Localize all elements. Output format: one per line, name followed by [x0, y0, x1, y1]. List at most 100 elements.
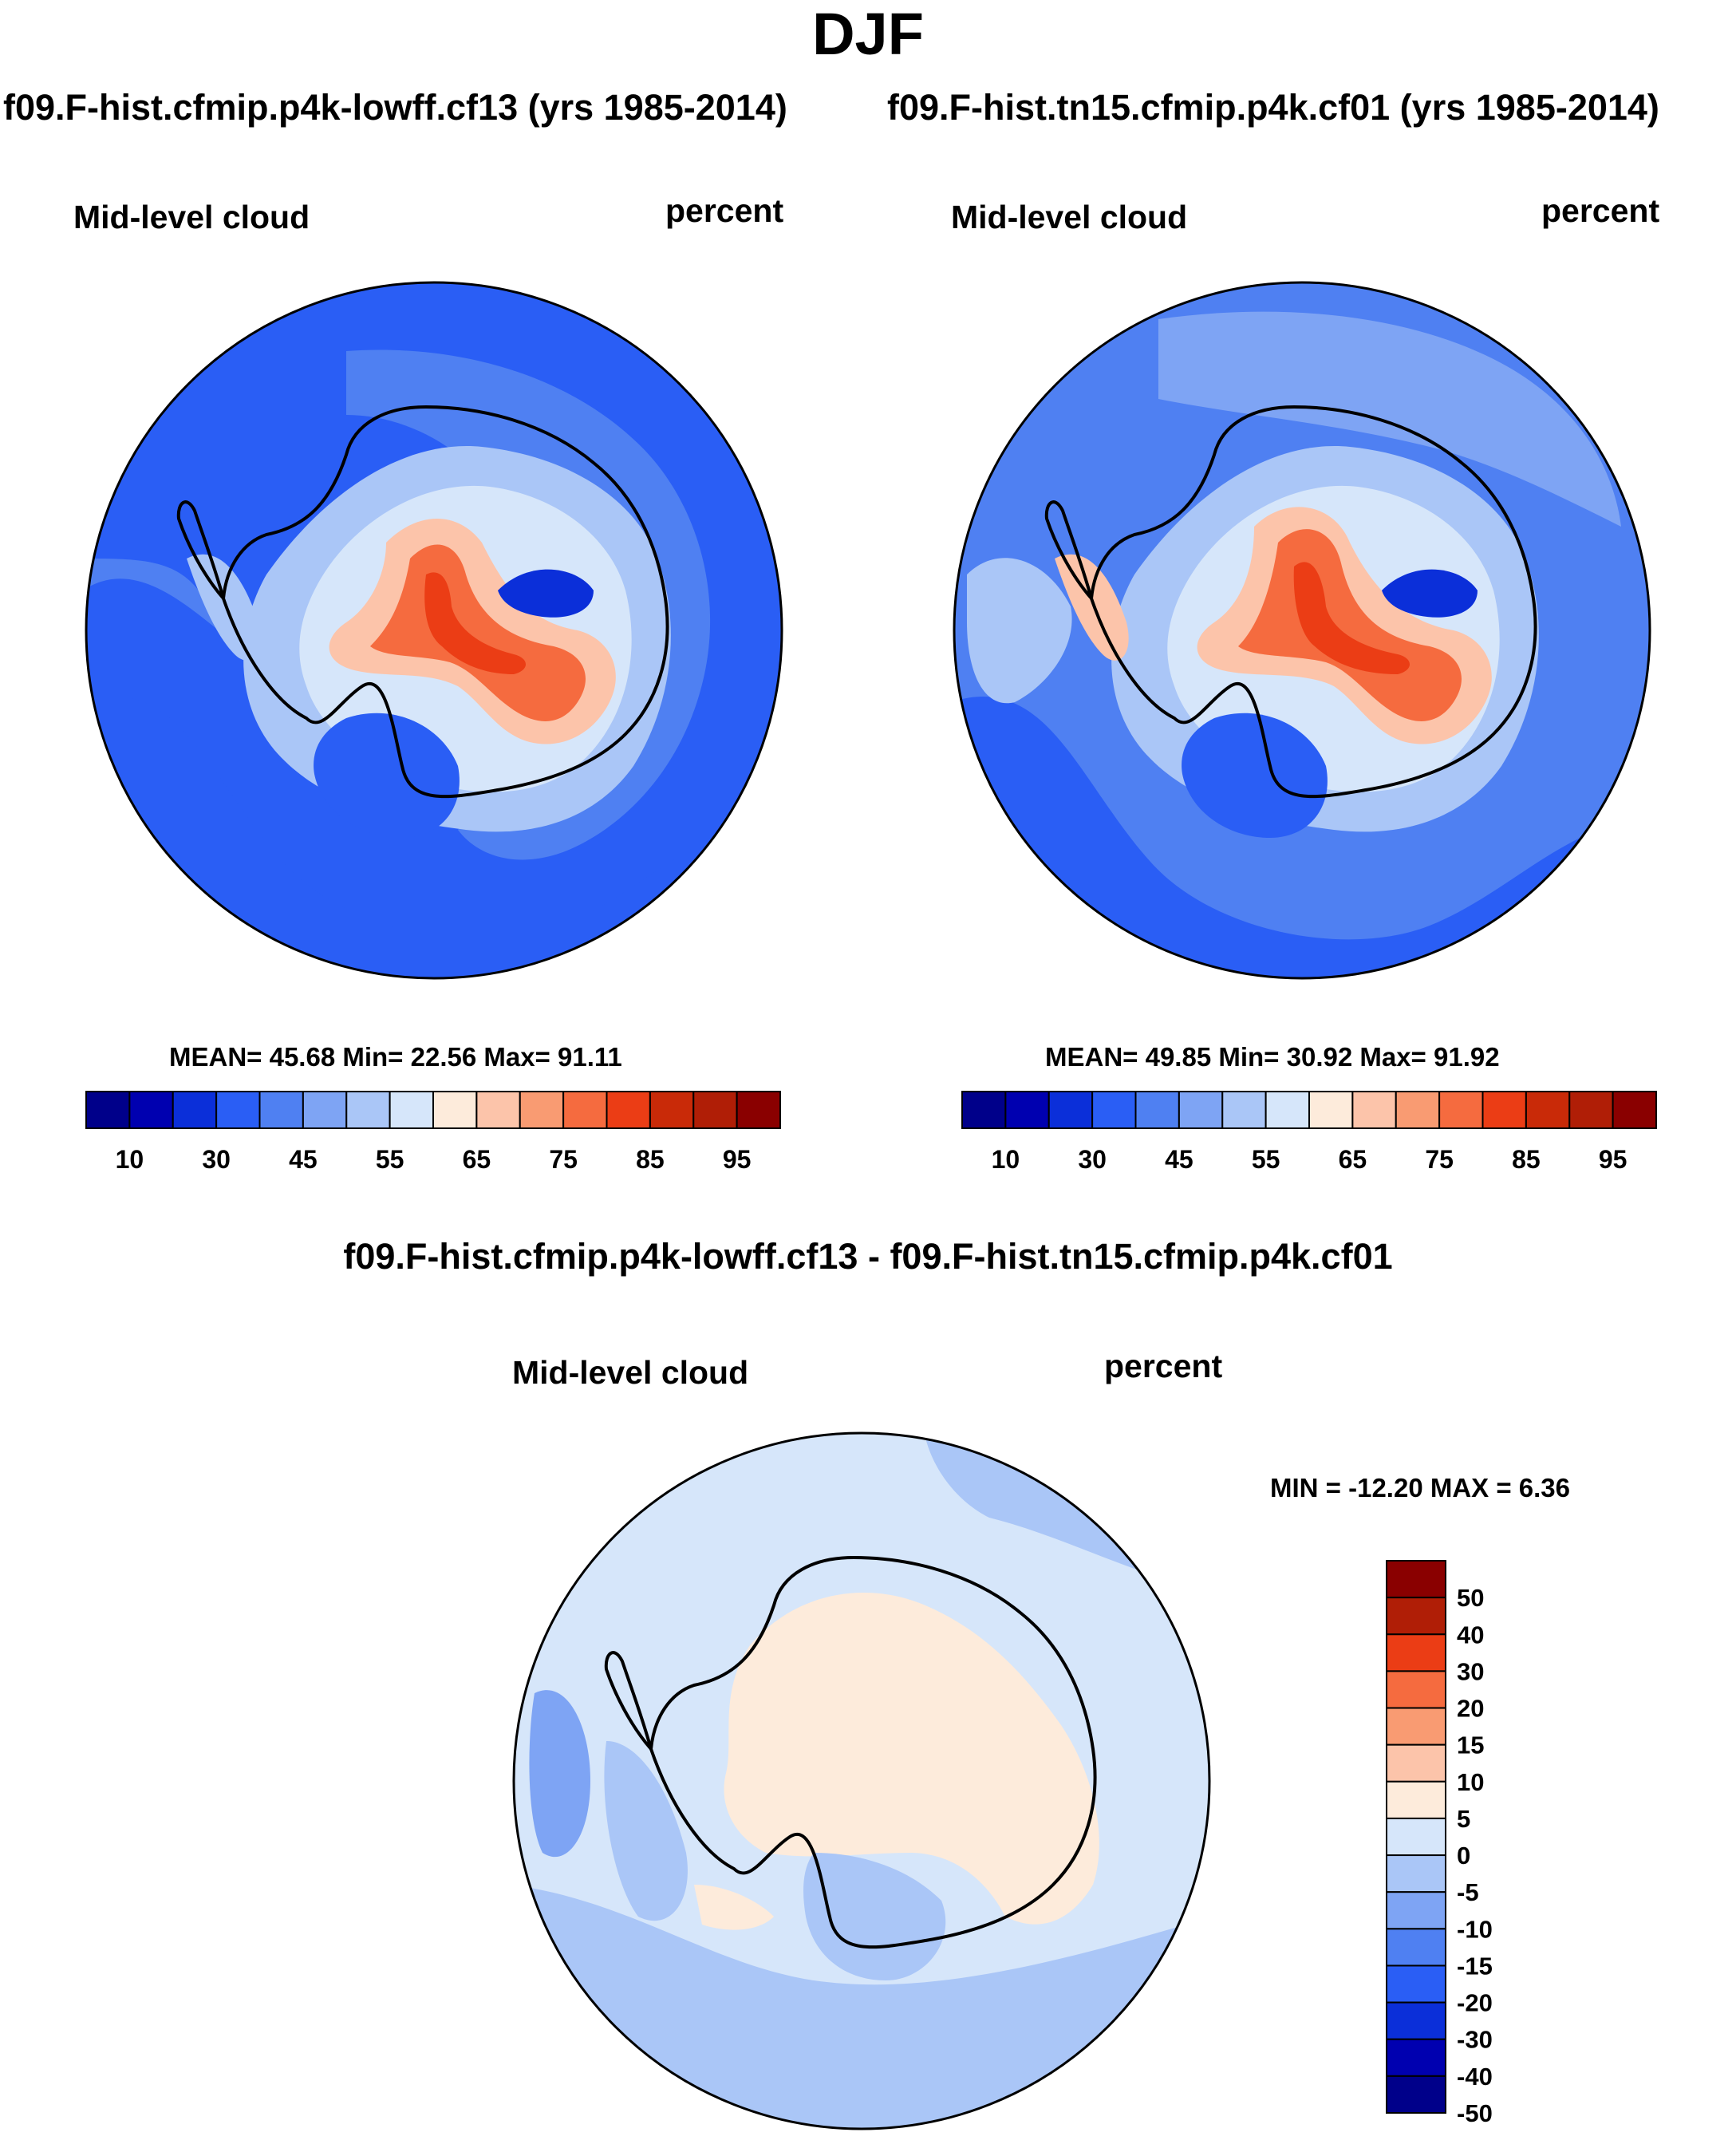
peninsula-field [187, 554, 261, 661]
colorbar-swatch [1386, 2075, 1446, 2114]
colorbar-swatch [1386, 1560, 1446, 1599]
colorbar-tick-label: 85 [1512, 1145, 1541, 1174]
colorbar-swatch [606, 1091, 651, 1129]
colorbar-swatch [172, 1091, 218, 1129]
panel2-polar-map [953, 281, 1651, 980]
panel1-polar-map [85, 281, 783, 980]
colorbar-tick-label: -15 [1457, 1952, 1493, 1980]
diff-stats: MIN = -12.20 MAX = 6.36 [1270, 1473, 1571, 1502]
colorbar-swatch [1395, 1091, 1441, 1129]
colorbar-swatch [1386, 1817, 1446, 1857]
colorbar-swatch [1386, 1670, 1446, 1709]
colorbar-swatch [345, 1091, 391, 1129]
ocean-patch [925, 1438, 1173, 1581]
colorbar-swatch [692, 1091, 738, 1129]
colorbar-swatch [1221, 1091, 1267, 1129]
colorbar-swatch [1265, 1091, 1310, 1129]
colorbar-swatch [1386, 1928, 1446, 1967]
colorbar-swatch [1386, 1854, 1446, 1893]
colorbar-swatch [302, 1091, 348, 1129]
diff-variable-label: Mid-level cloud [512, 1354, 749, 1391]
colorbar-tick-label: 30 [1457, 1657, 1484, 1685]
colorbar-tick-label: 10 [116, 1145, 144, 1174]
plateau-positive-field [724, 1593, 1099, 1925]
colorbar-tick-label: 65 [463, 1145, 491, 1174]
colorbar-swatch [1386, 1597, 1446, 1636]
colorbar-swatch [1386, 1743, 1446, 1783]
colorbar-tick-label: 10 [1457, 1768, 1484, 1796]
colorbar-swatch [1091, 1091, 1137, 1129]
colorbar-swatch [1386, 1891, 1446, 1930]
colorbar-tick-label: 50 [1457, 1584, 1484, 1612]
colorbar-tick-label: 55 [376, 1145, 404, 1174]
map-boundary [85, 281, 783, 980]
panel2-colorbar: 10 30 45 55 65 75 85 95 [961, 1091, 1657, 1174]
coastal-positive-patch [694, 1885, 774, 1930]
panel2-run-title: f09.F-hist.tn15.cfmip.p4k.cf01 (yrs 1985… [887, 87, 1659, 128]
colorbar-swatch [519, 1091, 565, 1129]
map-boundary [953, 281, 1651, 980]
plateau-core [370, 544, 586, 721]
colorbar-tick-label: 0 [1457, 1842, 1470, 1870]
colorbar-swatch [1004, 1091, 1050, 1129]
peninsula-field [1055, 554, 1129, 661]
colorbar-swatch [258, 1091, 304, 1129]
colorbar-swatch [475, 1091, 521, 1129]
colorbar-swatch [85, 1091, 131, 1129]
colorbar-tick-label: -40 [1457, 2063, 1493, 2091]
colorbar-swatch [1386, 2001, 1446, 2040]
panel2-units-label: percent [1541, 192, 1660, 229]
colorbar-tick-label: -10 [1457, 1915, 1493, 1943]
peninsula-coastline [604, 1651, 653, 1751]
ocean-patch [967, 558, 1072, 704]
colorbar-swatch [1351, 1091, 1397, 1129]
plateau-max [1293, 562, 1410, 674]
peninsula-coastline [176, 500, 225, 600]
colorbar-swatch [736, 1091, 781, 1129]
colorbar-swatch [1386, 1780, 1446, 1819]
outer-ring-field [954, 697, 1650, 978]
colorbar-swatch [1525, 1091, 1571, 1129]
peninsula-coastline [1044, 500, 1093, 600]
colorbar-tick-label: 45 [1165, 1145, 1194, 1174]
diff-panel-title: f09.F-hist.cfmip.p4k-lowff.cf13 - f09.F-… [343, 1236, 1393, 1277]
colorbar-tick-label: -50 [1457, 2099, 1493, 2127]
ross-low-field [1182, 713, 1328, 838]
ross-negative-field [803, 1853, 946, 1980]
colorbar-swatch [1482, 1091, 1527, 1129]
colorbar-tick-label: 75 [1425, 1145, 1454, 1174]
colorbar-tick-label: 40 [1457, 1621, 1484, 1649]
ocean-patch [529, 1690, 590, 1858]
panel1-variable-label: Mid-level cloud [73, 199, 310, 235]
colorbar-tick-label: -5 [1457, 1878, 1479, 1906]
figure-title: DJF [812, 1, 924, 67]
colorbar-tick-label: 15 [1457, 1731, 1484, 1759]
colorbar-tick-label: 20 [1457, 1695, 1484, 1723]
colorbar-tick-label: -30 [1457, 2026, 1493, 2054]
ross-low-field [314, 713, 460, 838]
colorbar-tick-label: 30 [1078, 1145, 1107, 1174]
colorbar-swatch [562, 1091, 608, 1129]
outer-ring-field [514, 1885, 1209, 2129]
colorbar-swatch [1386, 2038, 1446, 2077]
colorbar-swatch [215, 1091, 261, 1129]
colorbar-swatch [1048, 1091, 1094, 1129]
colorbar-swatch [1386, 1707, 1446, 1746]
colorbar-swatch [389, 1091, 434, 1129]
antarctica-coastline [221, 405, 669, 799]
panel1-stats: MEAN= 45.68 Min= 22.56 Max= 91.11 [169, 1042, 622, 1072]
colorbar-swatch [432, 1091, 478, 1129]
diff-units-label: percent [1104, 1348, 1223, 1384]
colorbar-swatch [1612, 1091, 1657, 1129]
low-cloud-patch [498, 569, 594, 618]
colorbar-tick-label: 95 [1599, 1145, 1628, 1174]
colorbar-tick-label: 75 [549, 1145, 578, 1174]
panel1-units-label: percent [665, 192, 784, 229]
ocean-patch [1158, 311, 1621, 527]
antarctica-coastline [649, 1555, 1097, 1949]
colorbar-swatch [1386, 1964, 1446, 2004]
colorbar-tick-label: 85 [636, 1145, 665, 1174]
panel2-variable-label: Mid-level cloud [951, 199, 1188, 235]
colorbar-tick-label: 5 [1457, 1805, 1470, 1833]
